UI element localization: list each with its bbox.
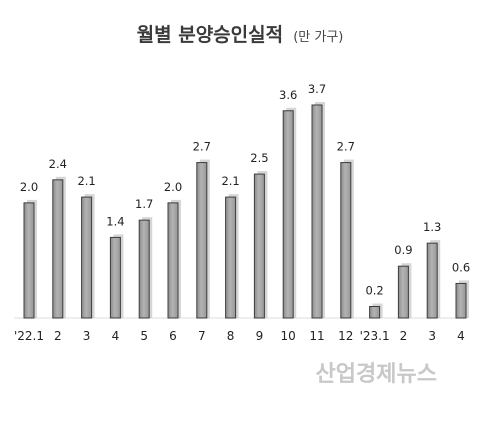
bar — [196, 162, 208, 319]
bar — [81, 196, 93, 319]
data-label: 2.4 — [49, 157, 67, 171]
data-label: 2.7 — [193, 140, 211, 154]
data-label: 2.0 — [20, 180, 38, 194]
data-label: 2.0 — [164, 180, 182, 194]
x-tick-label: 10 — [281, 329, 296, 343]
data-label: 3.6 — [279, 88, 297, 102]
bar — [138, 219, 150, 319]
x-tick-label: 3 — [428, 329, 436, 343]
x-tick-label: 11 — [309, 329, 324, 343]
x-tick-label: 9 — [256, 329, 264, 343]
bar — [109, 236, 121, 319]
chart-title: 월별 분양승인실적 (만 가구) — [137, 24, 344, 46]
bar — [225, 196, 237, 319]
bar — [167, 202, 179, 319]
x-tick-label: 4 — [112, 329, 120, 343]
data-label: 1.7 — [135, 197, 153, 211]
x-tick-labels: '22.1 2 3 4 5 6 7 8 9 10 11 12 '23.1 2 3 4 — [14, 329, 465, 343]
bar — [282, 110, 294, 319]
data-label: 1.4 — [106, 214, 124, 228]
bar — [311, 104, 323, 319]
chart-title-unit: (만 가구) — [293, 30, 343, 45]
watermark: 산업경제뉴스 — [316, 362, 437, 387]
data-label: 2.1 — [221, 174, 239, 188]
bar — [455, 282, 467, 319]
x-tick-label: 8 — [227, 329, 235, 343]
x-tick-label: 2 — [54, 329, 62, 343]
x-tick-label: 2 — [400, 329, 408, 343]
data-label: 2.5 — [250, 151, 268, 165]
x-tick-label: 6 — [169, 329, 177, 343]
bar — [426, 242, 438, 319]
bar — [52, 179, 64, 319]
x-tick-label: '22.1 — [14, 329, 44, 343]
data-label: 3.7 — [308, 82, 326, 96]
x-tick-label: 3 — [83, 329, 91, 343]
bar — [23, 202, 35, 319]
x-tick-label: 4 — [457, 329, 465, 343]
value-labels: 2.0 2.4 2.1 1.4 1.7 2.0 2.7 2.1 2.5 3.6 3.7 2.7 0.2 0… — [20, 82, 470, 297]
data-label: 1.3 — [423, 220, 441, 234]
x-tick-label: 12 — [338, 329, 353, 343]
x-tick-label: '23.1 — [360, 329, 390, 343]
x-tick-label: 7 — [198, 329, 206, 343]
chart-title-main: 월별 분양승인실적 — [137, 24, 283, 46]
data-label: 0.9 — [394, 243, 412, 257]
data-label: 0.2 — [365, 283, 383, 297]
data-label: 0.6 — [452, 260, 470, 274]
bar — [397, 265, 409, 319]
x-tick-label: 5 — [140, 329, 148, 343]
bar — [369, 305, 381, 319]
bar — [253, 173, 265, 319]
data-label: 2.7 — [337, 140, 355, 154]
bar — [340, 162, 352, 319]
data-label: 2.1 — [77, 174, 95, 188]
bar-group — [23, 102, 469, 319]
